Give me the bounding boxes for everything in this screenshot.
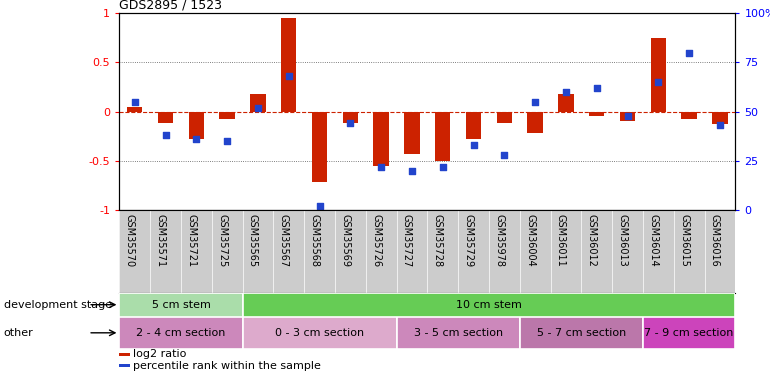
Bar [127, 106, 142, 112]
Bar [119, 364, 130, 367]
Text: 7 - 9 cm section: 7 - 9 cm section [644, 328, 734, 338]
Point [683, 50, 695, 55]
Text: GSM35721: GSM35721 [186, 214, 196, 267]
Bar [397, 317, 520, 349]
Bar [219, 112, 235, 119]
Text: GSM35568: GSM35568 [310, 214, 320, 267]
Text: 10 cm stem: 10 cm stem [456, 300, 522, 310]
Text: development stage: development stage [4, 300, 112, 310]
Text: GSM36013: GSM36013 [618, 214, 628, 267]
Text: GSM36012: GSM36012 [587, 214, 597, 267]
Text: GSM35726: GSM35726 [371, 214, 381, 267]
Bar [620, 112, 635, 122]
Text: GSM35978: GSM35978 [494, 214, 504, 267]
Point [621, 112, 634, 118]
Point [591, 85, 603, 91]
Text: GSM36015: GSM36015 [679, 214, 689, 267]
Bar [712, 112, 728, 125]
Text: GDS2895 / 1523: GDS2895 / 1523 [119, 0, 223, 12]
Point [159, 132, 172, 138]
Point [190, 136, 203, 142]
Point [529, 99, 541, 105]
Text: GSM35565: GSM35565 [248, 214, 258, 267]
Point [437, 164, 449, 170]
Bar [158, 112, 173, 123]
Text: 2 - 4 cm section: 2 - 4 cm section [136, 328, 226, 338]
Point [129, 99, 141, 105]
Text: GSM36004: GSM36004 [525, 214, 535, 267]
Bar [651, 38, 666, 112]
Bar [466, 112, 481, 139]
Bar [643, 317, 735, 349]
Bar [589, 112, 604, 117]
Text: 3 - 5 cm section: 3 - 5 cm section [413, 328, 503, 338]
Text: GSM35725: GSM35725 [217, 214, 227, 267]
Bar [404, 112, 420, 154]
Text: percentile rank within the sample: percentile rank within the sample [133, 361, 321, 370]
Text: 5 - 7 cm section: 5 - 7 cm section [537, 328, 626, 338]
Bar [520, 317, 643, 349]
Text: GSM35728: GSM35728 [433, 214, 443, 267]
Point [344, 120, 357, 126]
Bar [558, 94, 574, 112]
Bar [243, 292, 735, 317]
Bar [497, 112, 512, 123]
Text: GSM36016: GSM36016 [710, 214, 720, 267]
Bar [119, 353, 130, 356]
Bar [681, 112, 697, 119]
Text: log2 ratio: log2 ratio [133, 350, 186, 359]
Text: GSM35727: GSM35727 [402, 214, 412, 267]
Point [313, 203, 326, 209]
Point [714, 122, 726, 128]
Point [283, 73, 295, 79]
Bar [119, 292, 243, 317]
Text: GSM35570: GSM35570 [125, 214, 135, 267]
Bar [435, 112, 450, 161]
Bar [119, 317, 243, 349]
Text: GSM35571: GSM35571 [156, 214, 166, 267]
Bar [527, 112, 543, 133]
Bar [281, 18, 296, 112]
Bar [243, 317, 397, 349]
Point [221, 138, 233, 144]
Point [498, 152, 511, 158]
Text: GSM35729: GSM35729 [464, 214, 474, 267]
Point [252, 105, 264, 111]
Text: GSM35569: GSM35569 [340, 214, 350, 267]
Text: other: other [4, 328, 34, 338]
Bar [373, 112, 389, 166]
Bar [312, 112, 327, 182]
Text: GSM36014: GSM36014 [648, 214, 658, 267]
Bar [189, 112, 204, 139]
Text: 0 - 3 cm section: 0 - 3 cm section [275, 328, 364, 338]
Text: 5 cm stem: 5 cm stem [152, 300, 210, 310]
Point [467, 142, 480, 148]
Point [375, 164, 387, 170]
Point [652, 79, 665, 85]
Text: GSM35567: GSM35567 [279, 214, 289, 267]
Point [560, 89, 572, 95]
Point [406, 168, 418, 174]
Bar [250, 94, 266, 112]
Text: GSM36011: GSM36011 [556, 214, 566, 267]
Bar [343, 112, 358, 123]
